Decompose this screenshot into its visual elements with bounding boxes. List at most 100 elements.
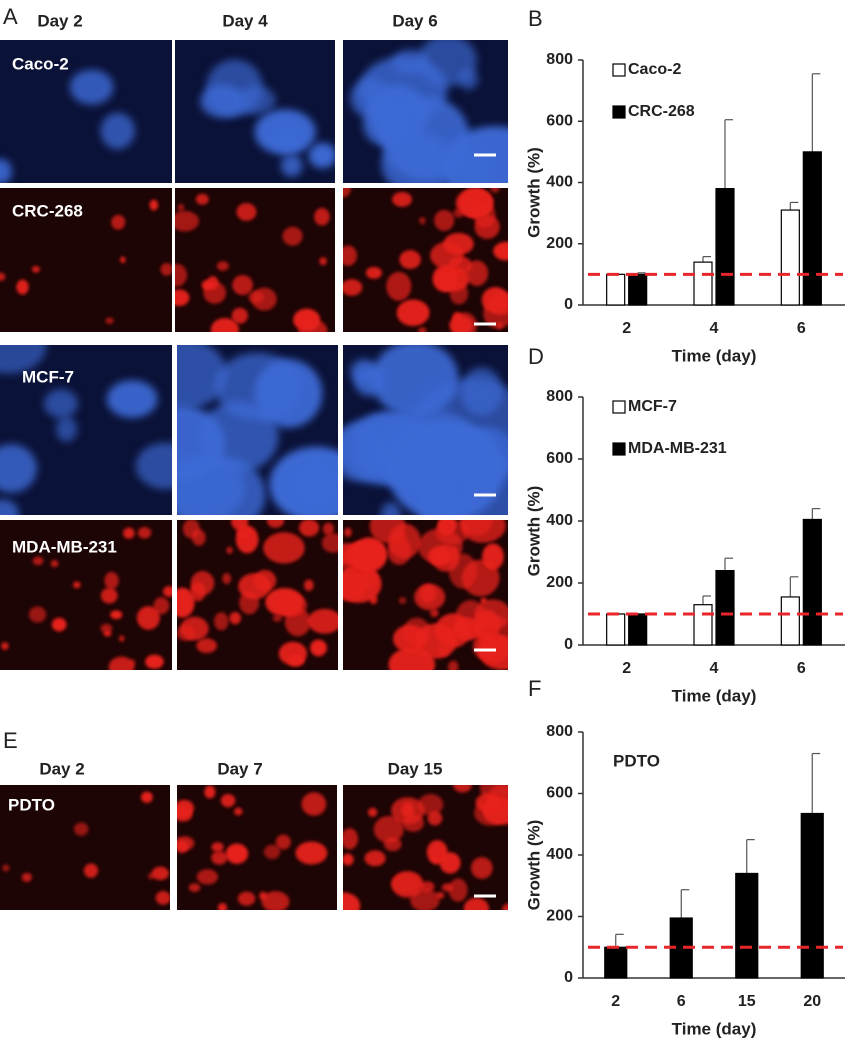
x-axis-title: Time (day) — [672, 346, 757, 365]
cell — [216, 261, 229, 271]
micrograph-bg — [0, 785, 170, 910]
cell — [453, 785, 472, 793]
cell — [210, 317, 239, 332]
cell — [483, 297, 508, 329]
cell — [470, 857, 493, 879]
x-tick-label: 15 — [738, 993, 756, 1010]
cell — [145, 654, 164, 669]
bar — [715, 188, 735, 306]
bar — [715, 569, 735, 646]
cell — [479, 785, 508, 803]
cell — [343, 564, 382, 603]
cell — [51, 617, 67, 632]
micrograph — [0, 785, 170, 910]
cell — [204, 785, 216, 799]
legend-swatch — [612, 400, 626, 414]
cell — [502, 903, 508, 910]
cell — [473, 203, 496, 228]
cell — [177, 587, 195, 618]
cell — [343, 892, 361, 910]
cell — [308, 142, 335, 169]
panel-letter: E — [3, 728, 18, 753]
bar — [628, 613, 648, 646]
column-label: Day 15 — [388, 759, 443, 778]
cell — [436, 892, 445, 899]
cell — [238, 573, 271, 600]
cell — [261, 891, 290, 910]
micrograph — [177, 520, 338, 670]
cell — [135, 442, 172, 490]
x-tick-label: 4 — [710, 320, 719, 337]
cell — [180, 616, 209, 641]
cell — [177, 203, 185, 212]
bar — [802, 151, 822, 306]
legend-swatch — [612, 105, 626, 119]
micrograph — [177, 345, 338, 515]
cell — [399, 250, 421, 269]
cell — [177, 345, 228, 411]
cell — [295, 841, 328, 865]
cell — [226, 546, 233, 554]
y-tick-label: 600 — [546, 112, 573, 129]
cell — [196, 869, 218, 885]
cell — [136, 606, 161, 630]
y-axis-title: Growth (%) — [524, 147, 543, 238]
cell — [441, 883, 454, 892]
cell — [190, 571, 215, 596]
cell — [474, 599, 508, 630]
bar — [780, 209, 800, 306]
cell — [108, 656, 135, 670]
cell — [275, 834, 291, 850]
legend-label: MDA-MB-231 — [628, 440, 727, 457]
cell — [280, 154, 303, 177]
cell — [343, 424, 389, 482]
cell — [214, 612, 229, 631]
cell — [32, 556, 44, 566]
cell — [383, 837, 402, 852]
cell — [448, 878, 468, 902]
x-tick-label: 2 — [622, 320, 631, 337]
cell — [236, 202, 257, 221]
cell — [463, 897, 489, 910]
cell — [350, 358, 378, 384]
cell — [211, 851, 228, 865]
row-label: CRC-268 — [12, 201, 83, 220]
cell — [365, 266, 382, 279]
cell — [301, 792, 327, 816]
micrograph — [343, 188, 508, 332]
cell — [16, 279, 29, 295]
micrograph-bg — [0, 188, 172, 332]
y-tick-label: 0 — [564, 969, 573, 986]
cell — [391, 871, 424, 898]
legend-label: Caco-2 — [628, 61, 681, 78]
x-tick-label: 20 — [803, 993, 821, 1010]
cell — [83, 863, 99, 878]
y-tick-label: 600 — [546, 785, 573, 802]
cell — [175, 210, 200, 232]
cell — [200, 84, 246, 118]
cell — [418, 528, 463, 565]
cell — [303, 579, 314, 591]
bar — [735, 872, 759, 979]
cell — [487, 794, 500, 809]
cell — [151, 866, 169, 881]
micrograph — [343, 785, 508, 910]
cell — [175, 263, 188, 287]
column-label: Day 4 — [222, 11, 268, 30]
x-tick-label: 6 — [677, 993, 686, 1010]
bar — [606, 613, 626, 646]
cell — [307, 608, 338, 634]
cell — [177, 806, 193, 822]
cell — [293, 308, 321, 332]
cell — [0, 272, 6, 281]
cell — [231, 307, 248, 324]
bar — [604, 946, 628, 979]
x-tick-label: 2 — [611, 993, 620, 1010]
cell — [369, 520, 406, 544]
cell — [449, 315, 473, 332]
cell — [217, 902, 228, 910]
micrograph — [343, 40, 508, 183]
cell — [439, 852, 461, 874]
cell — [373, 815, 404, 843]
